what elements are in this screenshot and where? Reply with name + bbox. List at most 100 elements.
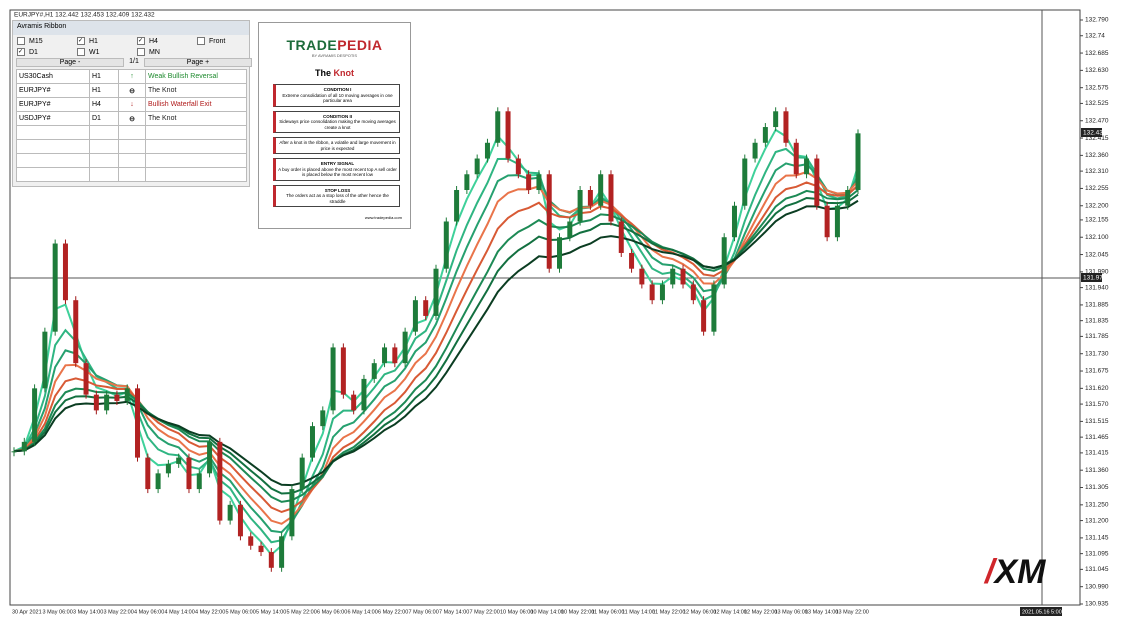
candle	[639, 268, 645, 285]
x-tick-label: 6 May 14:00	[348, 609, 378, 615]
candle	[567, 221, 573, 238]
signal-row	[16, 167, 247, 182]
y-tick-label: 132.575	[1085, 84, 1109, 91]
x-tick-label: 13 May 06:00	[775, 609, 808, 615]
y-tick-label: 132.74	[1085, 32, 1105, 39]
logo-text: XM	[994, 553, 1046, 591]
signal-row	[16, 139, 247, 154]
timeframe	[89, 125, 119, 140]
panel-title: Avramis Ribbon	[13, 21, 249, 35]
y-tick-label: 131.415	[1085, 450, 1109, 457]
page-next[interactable]: Page +	[144, 58, 252, 67]
page-prev[interactable]: Page -	[16, 58, 124, 67]
timeframe[interactable]: W1	[77, 48, 137, 56]
candle	[52, 243, 58, 332]
timeframe[interactable]: M15	[17, 37, 77, 45]
candle	[474, 158, 480, 175]
timeframe-label: D1	[29, 48, 38, 56]
x-tick-label: 6 May 06:00	[317, 609, 347, 615]
signal-icon: ⊖	[118, 83, 146, 98]
timeframe[interactable]: ✓ H1	[77, 37, 137, 45]
y-tick-label: 132.255	[1085, 185, 1109, 192]
y-tick-label: 132.045	[1085, 251, 1109, 258]
ribbon-line	[13, 181, 859, 514]
candle	[793, 142, 799, 175]
box-heading: STOP LOSS	[324, 187, 351, 193]
candle	[165, 463, 171, 474]
timeframe-label: H4	[149, 37, 158, 45]
candle	[83, 363, 89, 395]
timeframe[interactable]: ✓ H4	[137, 37, 197, 45]
ribbon-line	[13, 199, 859, 487]
candle	[268, 552, 274, 568]
price-tag-bg	[1081, 128, 1102, 137]
signal-icon: ↑	[118, 69, 146, 84]
x-tick-label: 10 May 06:00	[500, 609, 533, 615]
y-tick-label: 131.675	[1085, 368, 1109, 375]
y-tick-label: 131.305	[1085, 484, 1109, 491]
candle	[690, 284, 696, 301]
signal	[145, 167, 247, 182]
candle	[670, 268, 676, 285]
y-tick-label: 132.470	[1085, 117, 1109, 124]
title-b: Knot	[333, 68, 355, 78]
timeframe: H4	[89, 97, 119, 112]
signal-row	[16, 125, 247, 140]
x-tick-label: 11 May 06:00	[592, 609, 625, 615]
info-card: TRADEPEDIA BY AVRAMIS DESPOTIS The Knot …	[258, 22, 411, 229]
candle	[773, 111, 779, 128]
ribbon-line	[13, 162, 859, 534]
y-tick-label: 131.785	[1085, 333, 1109, 340]
candle	[135, 388, 141, 458]
candle	[248, 536, 254, 546]
candle	[762, 127, 768, 143]
candle	[237, 504, 243, 537]
symbol	[16, 125, 90, 140]
x-tick-label: 12 May 06:00	[683, 609, 716, 615]
timeframe-label: W1	[89, 48, 100, 56]
candle	[742, 158, 748, 206]
y-tick-label: 131.045	[1085, 566, 1109, 573]
brand-b: PEDIA	[337, 37, 383, 53]
signal-row: USDJPY# D1 ⊖ The Knot	[16, 111, 247, 126]
y-tick-label: 132.360	[1085, 152, 1109, 159]
box-text: Extreme consolidation of all 10 moving a…	[282, 92, 393, 104]
cross-price: 131.975	[1083, 275, 1107, 282]
x-tick-label: 3 May 06:00	[43, 609, 73, 615]
checkbox	[77, 48, 85, 56]
candle	[464, 174, 470, 191]
x-tick-label: 5 May 06:00	[226, 609, 256, 615]
candle	[505, 111, 511, 159]
timeframe	[89, 153, 119, 168]
candle	[289, 489, 295, 537]
x-tick-label: 13 May 22:00	[836, 609, 869, 615]
checkbox: ✓	[137, 37, 145, 45]
y-tick-label: 131.515	[1085, 418, 1109, 425]
timeframe[interactable]: Front	[197, 37, 247, 45]
y-tick-label: 131.835	[1085, 317, 1109, 324]
timeframe[interactable]: ✓ D1	[17, 48, 77, 56]
cross-time: 2021.05.16 5:00	[1022, 609, 1062, 615]
timeframe[interactable]: MN	[137, 48, 197, 56]
y-tick-label: 131.250	[1085, 502, 1109, 509]
timeframe-label: MN	[149, 48, 160, 56]
signal-icon	[118, 167, 146, 182]
y-tick-label: 132.790	[1085, 17, 1109, 24]
card-box: ENTRY SIGNAL A buy order is placed above …	[273, 158, 400, 181]
candle	[423, 300, 429, 316]
checkbox	[137, 48, 145, 56]
candle	[649, 284, 655, 301]
y-tick-label: 131.360	[1085, 467, 1109, 474]
signal-icon: ⊖	[118, 111, 146, 126]
candle	[783, 111, 789, 143]
candle	[721, 237, 727, 285]
candle	[371, 363, 377, 379]
x-tick-label: 3 May 14:00	[73, 609, 103, 615]
candle	[21, 441, 27, 452]
x-tick-label: 4 May 22:00	[195, 609, 225, 615]
y-tick-label: 130.935	[1085, 601, 1109, 608]
signal-table: US30Cash H1 ↑ Weak Bullish Reversal EURJPY# H…	[16, 69, 247, 182]
candle	[804, 158, 810, 175]
symbol: EURJPY#	[16, 83, 90, 98]
